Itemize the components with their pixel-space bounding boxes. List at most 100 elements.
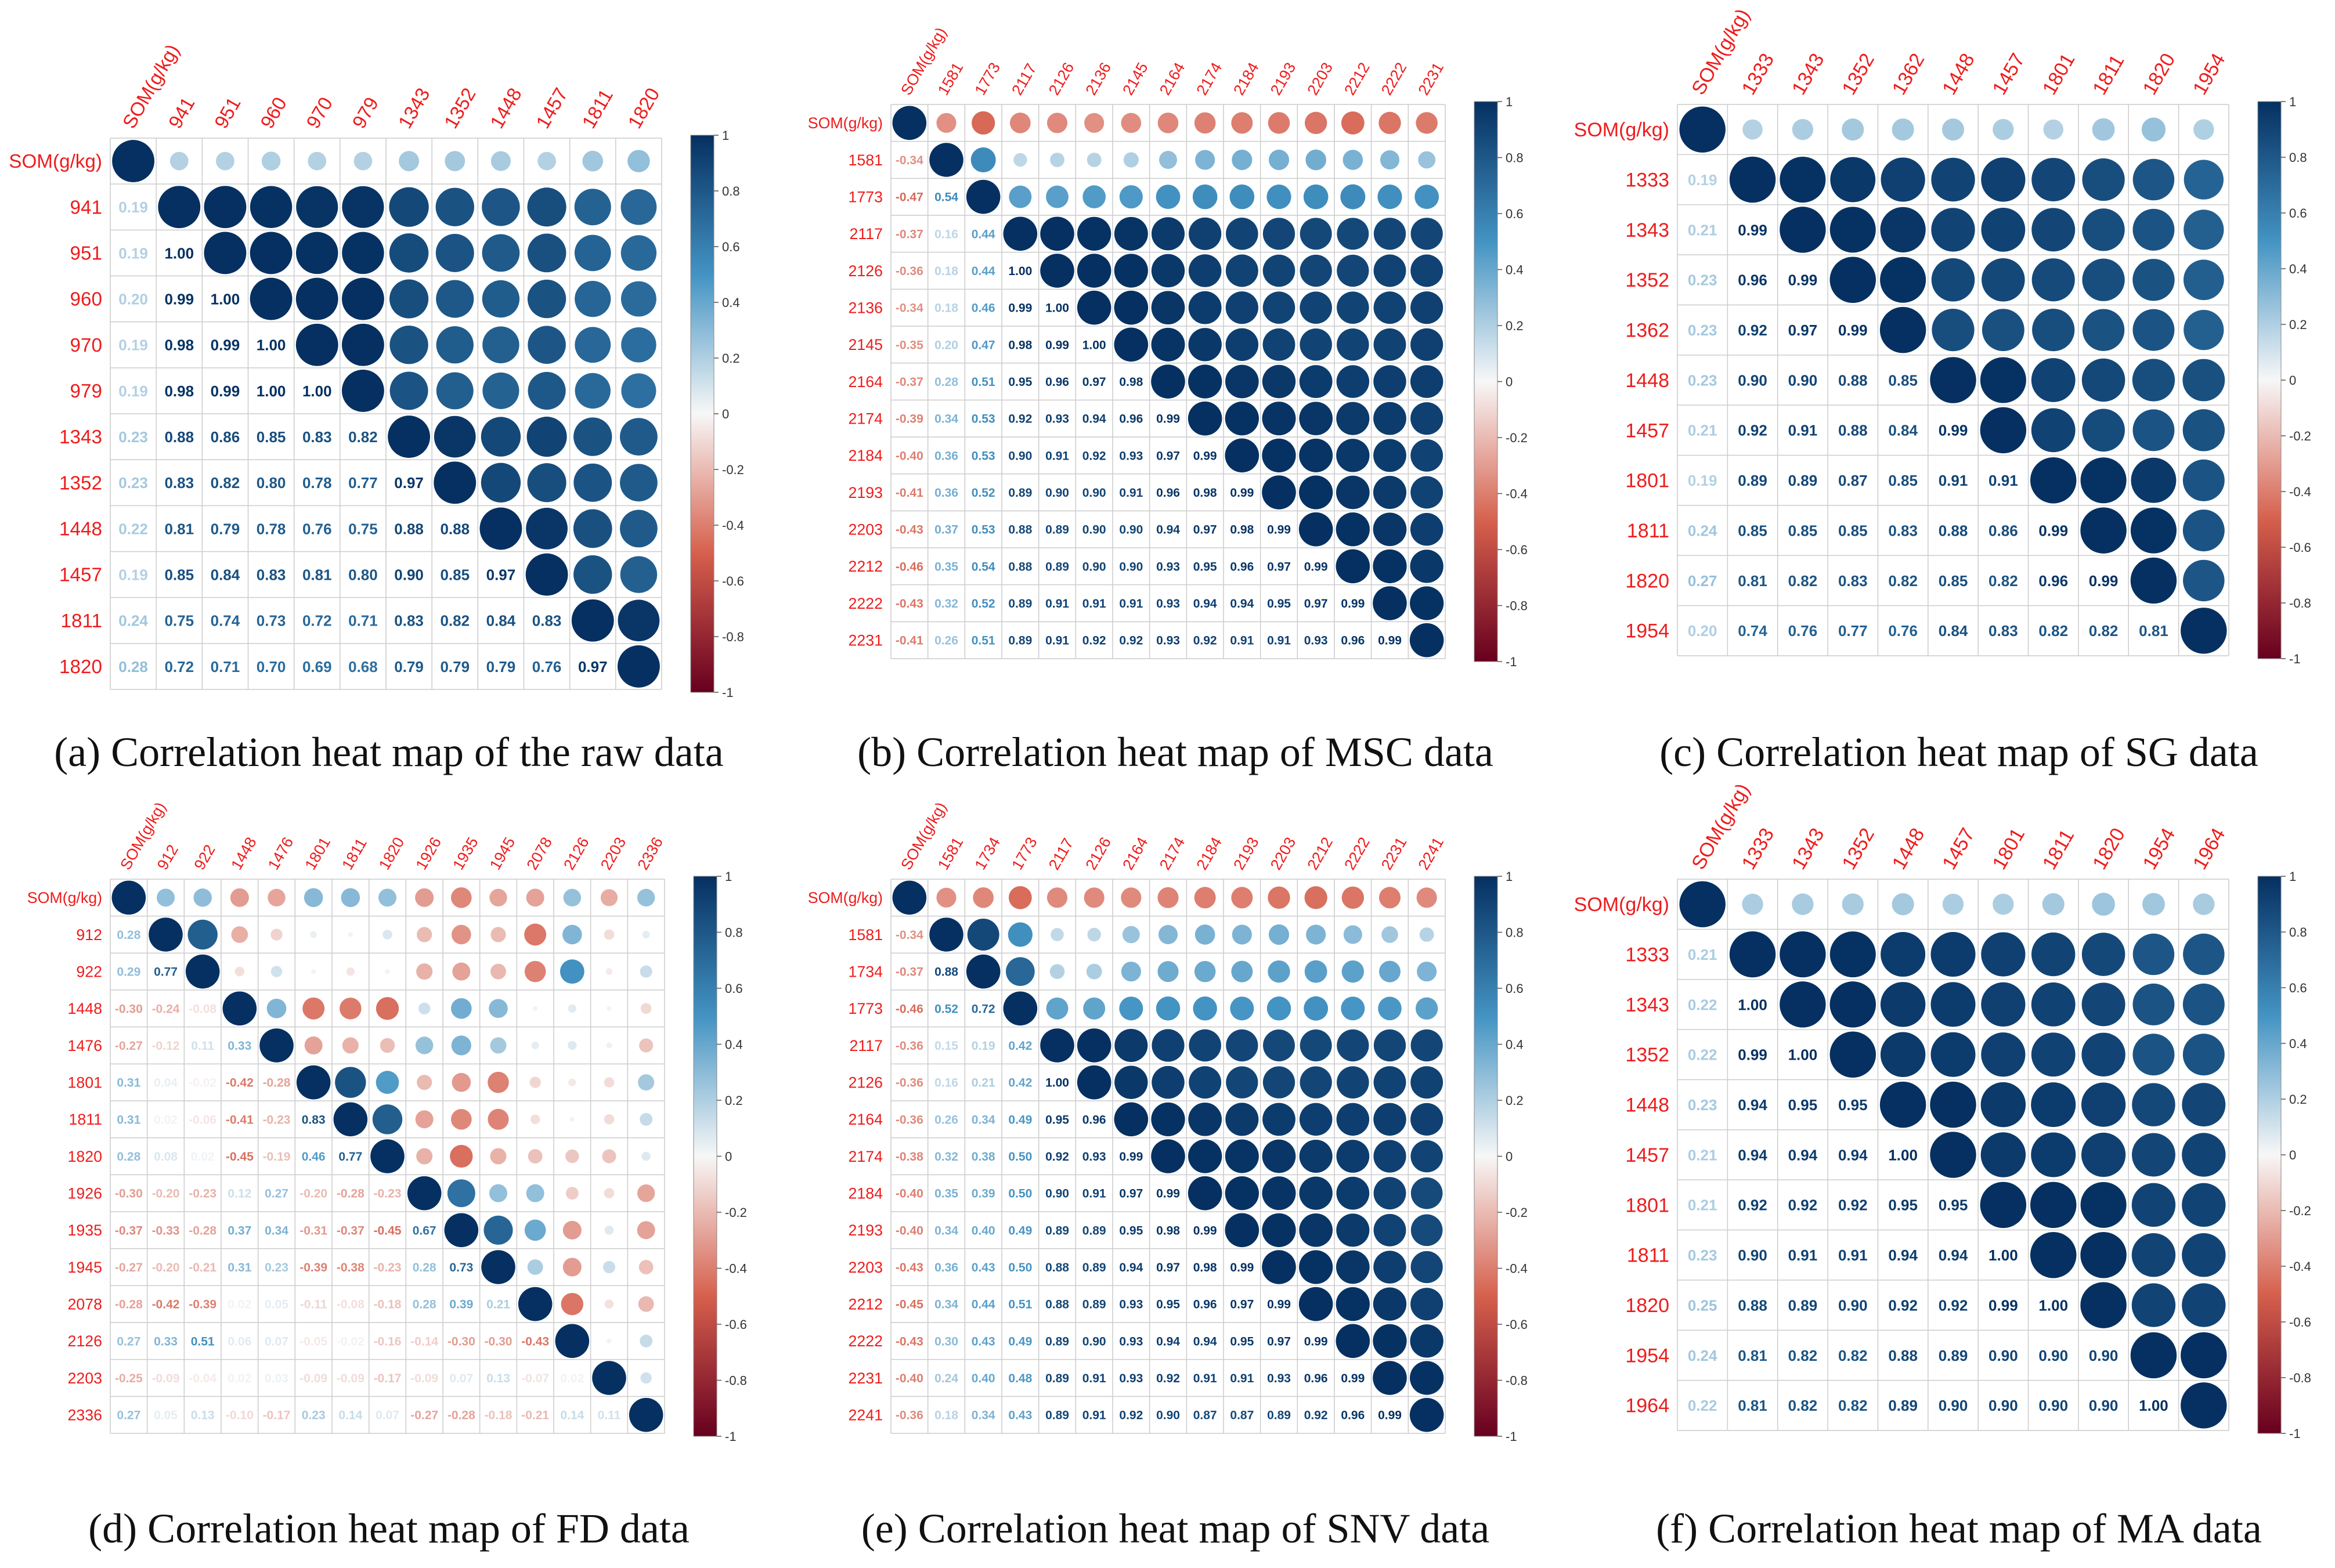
corr-circle — [2043, 119, 2064, 140]
corr-circle — [563, 888, 582, 907]
corr-value: 0.32 — [934, 1150, 958, 1164]
column-label: 912 — [154, 841, 182, 873]
column-label: 979 — [348, 93, 383, 132]
corr-circle — [481, 1250, 515, 1284]
corr-circle — [604, 1299, 614, 1309]
corr-value: -0.02 — [189, 1076, 216, 1090]
colorbar-tick-label: 0 — [725, 1150, 732, 1164]
row-label: 2145 — [849, 336, 883, 353]
corr-value: 0.21 — [1688, 1197, 1717, 1214]
corr-value: 0.82 — [1888, 572, 1918, 590]
corr-circle — [204, 186, 247, 229]
corr-value: -0.30 — [447, 1335, 475, 1348]
corr-circle — [528, 326, 566, 364]
corr-circle — [2132, 208, 2175, 251]
column-label: 1773 — [1008, 834, 1041, 873]
corr-circle — [604, 1077, 615, 1088]
corr-value: -0.37 — [896, 966, 923, 979]
corr-circle — [1981, 932, 2026, 977]
corr-circle — [1114, 216, 1148, 251]
corr-value: 0.37 — [228, 1224, 251, 1237]
corr-value: 0.88 — [1888, 1347, 1918, 1364]
corr-circle — [1373, 365, 1406, 398]
corr-circle — [1881, 932, 1926, 977]
panel-b-msc-data: -0.34 -0.47 0.54 -0.37 0.16 0.44 -0.36 0.18 0.44… — [792, 12, 1558, 792]
corr-circle — [627, 150, 650, 172]
corr-value: 0.93 — [1119, 1335, 1143, 1348]
corr-value: -0.37 — [115, 1224, 143, 1237]
row-label: 1457 — [1625, 1144, 1669, 1166]
corr-value: 0.83 — [257, 566, 286, 583]
corr-value: 0.99 — [1267, 1298, 1291, 1312]
corr-circle — [1993, 893, 2014, 915]
corr-circle — [1225, 1139, 1259, 1173]
corr-circle — [1231, 960, 1253, 982]
colorbar-tick-label: -0.4 — [1506, 487, 1528, 501]
column-label: 1820 — [376, 834, 408, 873]
corr-value: 0.69 — [302, 658, 332, 675]
corr-value: 0.96 — [1738, 272, 1767, 289]
corr-value: 0.89 — [1045, 1372, 1069, 1385]
corr-value: 0.89 — [1788, 1296, 1818, 1314]
column-label: 2212 — [1304, 834, 1336, 873]
corr-value: 0.97 — [1230, 1298, 1254, 1312]
corr-circle — [1829, 1031, 1876, 1078]
corr-circle — [1040, 216, 1074, 251]
corr-value: 0.72 — [302, 612, 332, 630]
corr-value: 0.47 — [972, 338, 995, 352]
colorbar-tick-label: 1 — [1506, 95, 1513, 109]
corr-circle — [385, 969, 390, 974]
corr-circle — [250, 277, 293, 320]
corr-circle — [304, 1036, 323, 1054]
corr-value: 0.97 — [486, 566, 516, 583]
corr-circle — [1304, 960, 1327, 983]
corr-circle — [568, 1004, 577, 1013]
row-label: 2164 — [849, 1111, 883, 1128]
corr-value: -0.28 — [337, 1187, 364, 1201]
corr-value: 0.76 — [1788, 622, 1818, 640]
corr-value: -0.43 — [896, 597, 923, 610]
corr-value: 0.98 — [1119, 375, 1143, 389]
corr-circle — [1373, 1213, 1406, 1247]
corr-circle — [621, 327, 656, 363]
corr-value: 0.51 — [1008, 1298, 1032, 1312]
column-label: 2126 — [1082, 834, 1114, 873]
corr-value: 0.96 — [1156, 486, 1180, 500]
corr-value: 0.95 — [1119, 1224, 1143, 1237]
corr-circle — [416, 963, 433, 980]
column-label: 2203 — [597, 834, 630, 873]
corr-value: -0.23 — [189, 1187, 216, 1201]
corr-value: 0.67 — [413, 1224, 436, 1237]
column-label: 2184 — [1230, 59, 1262, 98]
corr-circle — [640, 1334, 653, 1347]
corr-circle — [1410, 1177, 1443, 1209]
row-label: SOM(g/kg) — [808, 114, 883, 132]
corr-circle — [1780, 981, 1826, 1028]
corr-circle — [1225, 291, 1258, 324]
corr-value: 0.99 — [1304, 560, 1328, 573]
corr-value: 0.02 — [228, 1298, 251, 1312]
corr-value: 0.27 — [117, 1409, 140, 1422]
corr-circle — [1121, 887, 1142, 908]
colorbar-tick-label: 0.4 — [2289, 262, 2307, 276]
corr-circle — [489, 888, 507, 907]
corr-circle — [1792, 118, 1814, 140]
corr-value: 0.49 — [1008, 1113, 1032, 1126]
row-label: 1935 — [68, 1222, 102, 1239]
corr-value: -0.23 — [374, 1187, 402, 1201]
corr-circle — [1980, 407, 2027, 454]
corr-value: 0.90 — [1156, 1409, 1180, 1422]
corr-circle — [1005, 957, 1035, 987]
corr-value: -0.36 — [896, 1113, 923, 1126]
corr-value: 0.92 — [1045, 1150, 1069, 1164]
corr-value: -0.23 — [263, 1113, 291, 1126]
corr-circle — [1842, 893, 1864, 915]
corr-value: 1.00 — [1008, 265, 1032, 278]
corr-circle — [1157, 961, 1179, 982]
corr-value: 0.93 — [1119, 1298, 1143, 1312]
heatmap-msc-data: -0.34 -0.47 0.54 -0.37 0.16 0.44 -0.36 0.18 0.44… — [808, 24, 1528, 669]
column-label: 2164 — [1156, 59, 1189, 98]
caption-sg-data: (c) Correlation heat map of SG data — [1659, 729, 2258, 775]
corr-circle — [1046, 185, 1069, 208]
colorbar-tick-label: 0.4 — [722, 295, 740, 310]
